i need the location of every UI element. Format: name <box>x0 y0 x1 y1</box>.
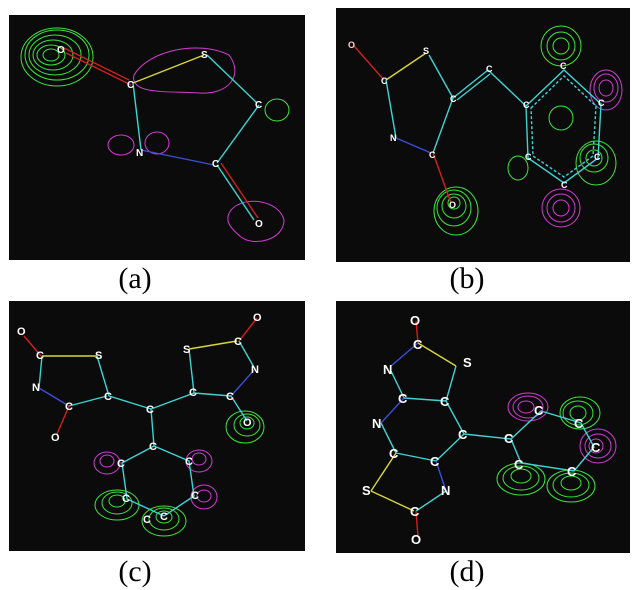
atom-d-1: C <box>413 337 423 352</box>
atom-labels-a: O C S C N C O <box>57 45 263 230</box>
atom-b-8: C <box>560 61 567 71</box>
orbital-lobe-green-o <box>20 27 94 87</box>
atom-b-1: C <box>381 76 388 86</box>
atom-b-2: S <box>423 46 429 56</box>
atom-c-20: C <box>143 514 151 526</box>
caption-b: (b) <box>449 262 485 295</box>
atom-a-1: C <box>127 80 134 91</box>
atom-d-10: S <box>362 483 371 498</box>
orbital-lobe-magenta-o2 <box>227 200 285 242</box>
atom-b-12: C <box>525 152 532 162</box>
atom-a-3: C <box>255 100 262 111</box>
atom-c-5: C <box>104 391 112 403</box>
atom-b-7: C <box>486 64 493 74</box>
atom-a-6: O <box>255 219 263 230</box>
atom-c-4: C <box>65 401 73 413</box>
atom-b-5: O <box>449 200 456 210</box>
orbital-lobe-green-o <box>225 410 265 444</box>
atom-c-17: C <box>185 456 193 468</box>
atom-b-0: O <box>348 40 355 50</box>
atom-d-7: C <box>458 427 468 442</box>
atom-b-3: N <box>390 133 397 143</box>
caption-c: (c) <box>118 555 152 588</box>
atom-d-14: C <box>534 403 544 418</box>
bonds-a <box>63 47 260 221</box>
atom-c-2: S <box>95 350 102 362</box>
panel-c: O C S N C C O C C S C O N C C O C C C C … <box>9 301 305 551</box>
orbital-lobe-magenta-cs <box>133 47 236 94</box>
atom-c-1: C <box>36 350 44 362</box>
atom-d-12: C <box>410 504 420 519</box>
atom-c-14: C <box>149 441 157 453</box>
atom-a-5: C <box>212 159 219 170</box>
atom-d-0: O <box>410 313 420 328</box>
atom-c-12: N <box>251 364 259 376</box>
panel-d: O C S N C C N C C C S N C O C C C C C C <box>336 301 630 553</box>
bonds-c <box>23 317 258 517</box>
atom-b-10: C <box>598 98 605 108</box>
orbital-lobe-magenta-c <box>93 449 218 510</box>
atom-c-13: C <box>226 391 234 403</box>
caption-d: (d) <box>449 555 485 588</box>
atom-labels-c: O C S N C C O C C S C O N C C O C C C C … <box>17 312 262 526</box>
caption-a: (a) <box>118 262 152 295</box>
atom-a-0: O <box>57 45 65 56</box>
orbital-lobe-green-c <box>94 489 187 537</box>
panel-b: O C S N C O C C C C C C C C <box>336 8 630 262</box>
atom-labels-d: O C S N C C N C C C S N C O C C C C C C <box>362 313 601 547</box>
atom-d-6: N <box>372 416 381 431</box>
atom-c-18: C <box>122 493 130 505</box>
atom-c-8: C <box>189 387 197 399</box>
atom-c-6: O <box>51 432 60 444</box>
molecule-a: O C S C N C O <box>20 27 290 242</box>
atom-c-10: C <box>234 336 242 348</box>
atom-d-16: C <box>504 431 514 446</box>
atom-b-13: C <box>561 180 568 190</box>
atom-c-0: O <box>17 326 26 338</box>
atom-d-5: C <box>440 394 450 409</box>
atom-c-9: S <box>183 344 190 356</box>
atom-d-11: N <box>441 483 450 498</box>
atom-c-21: C <box>160 511 168 523</box>
atom-c-11: O <box>253 312 262 324</box>
atom-d-15: C <box>574 416 584 431</box>
atom-d-18: C <box>514 457 524 472</box>
atom-d-17: C <box>591 440 601 455</box>
atom-a-4: N <box>136 148 143 159</box>
atom-d-4: C <box>398 391 408 406</box>
atom-d-2: S <box>463 355 472 370</box>
atom-c-7: C <box>146 404 154 416</box>
atom-b-11: C <box>594 152 601 162</box>
atom-d-19: C <box>567 464 577 479</box>
bonds-d <box>370 320 595 538</box>
atom-labels-b: O C S N C O C C C C C C C C <box>348 40 605 210</box>
orbital-lobe-magenta-ring <box>541 69 623 228</box>
orbital-lobe-green-ring <box>496 396 601 503</box>
molecule-d: O C S N C C N C C C S N C O C C C C C C <box>362 313 617 547</box>
molecule-b: O C S N C O C C C C C C C C <box>348 25 623 236</box>
orbital-lobe-green-c <box>264 98 290 122</box>
atom-d-8: C <box>389 446 399 461</box>
atom-b-9: C <box>523 100 530 110</box>
atom-c-19: C <box>191 490 199 502</box>
atom-c-15: O <box>243 417 252 429</box>
atom-c-3: N <box>32 382 40 394</box>
atom-c-16: C <box>117 458 125 470</box>
atom-b-4: C <box>429 150 436 160</box>
orbital-lobe-green-o <box>433 186 479 236</box>
atom-d-3: N <box>383 362 392 377</box>
bonds-b <box>353 45 602 204</box>
atom-a-2: S <box>201 50 208 61</box>
atom-d-9: C <box>430 454 440 469</box>
atom-b-6: C <box>450 94 457 104</box>
panel-a: O C S C N C O <box>9 15 305 260</box>
atom-d-13: O <box>411 532 421 547</box>
orbital-lobe-magenta-ring <box>507 392 617 464</box>
molecule-c: O C S N C C O C C S C O N C C O C C C C … <box>17 312 265 537</box>
